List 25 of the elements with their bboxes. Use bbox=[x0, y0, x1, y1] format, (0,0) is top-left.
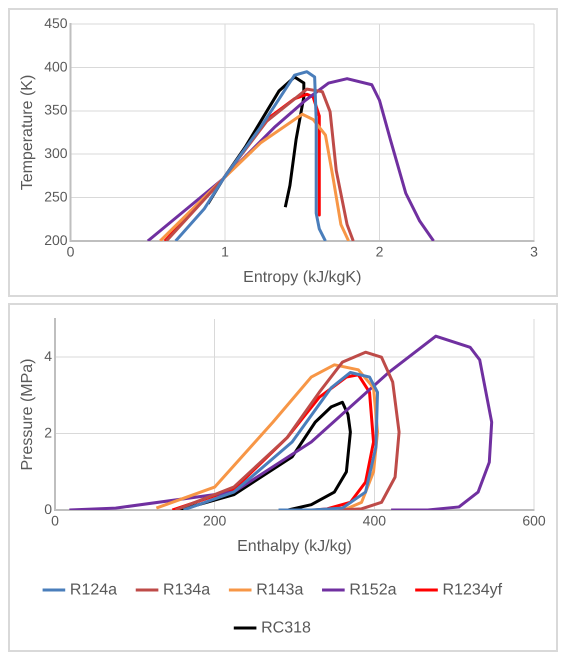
legend-label: R143a bbox=[256, 581, 304, 598]
legend-label: R134a bbox=[163, 581, 210, 598]
x-tick-label: 400 bbox=[362, 512, 386, 528]
x-tick-label: 200 bbox=[202, 512, 227, 528]
legend-label: R152a bbox=[349, 581, 397, 598]
x-tick-label: 1 bbox=[221, 243, 230, 260]
y-tick-label: 250 bbox=[44, 188, 68, 204]
x-tick-label: 3 bbox=[530, 243, 538, 260]
legend-label: RC318 bbox=[261, 619, 312, 636]
y-tick-label: 200 bbox=[44, 232, 68, 248]
y-axis-title: Pressure (MPa) bbox=[19, 358, 36, 471]
y-axis-title: Temperature (K) bbox=[19, 74, 36, 190]
x-tick-label: 2 bbox=[376, 243, 384, 260]
y-tick-label: 0 bbox=[44, 500, 52, 517]
y-tick-label: 450 bbox=[44, 14, 68, 31]
x-tick-label: 600 bbox=[522, 512, 546, 528]
x-axis-title: Enthalpy (kJ/kg) bbox=[237, 538, 352, 555]
x-axis-title: Entropy (kJ/kgK) bbox=[243, 268, 362, 286]
y-tick-label: 300 bbox=[44, 145, 68, 162]
legend-label: R124a bbox=[70, 581, 118, 598]
y-tick-label: 350 bbox=[44, 102, 68, 118]
legend-label: R1234yf bbox=[442, 581, 503, 598]
y-tick-label: 400 bbox=[44, 58, 68, 74]
y-tick-label: 2 bbox=[44, 424, 52, 440]
y-tick-label: 4 bbox=[44, 348, 52, 364]
